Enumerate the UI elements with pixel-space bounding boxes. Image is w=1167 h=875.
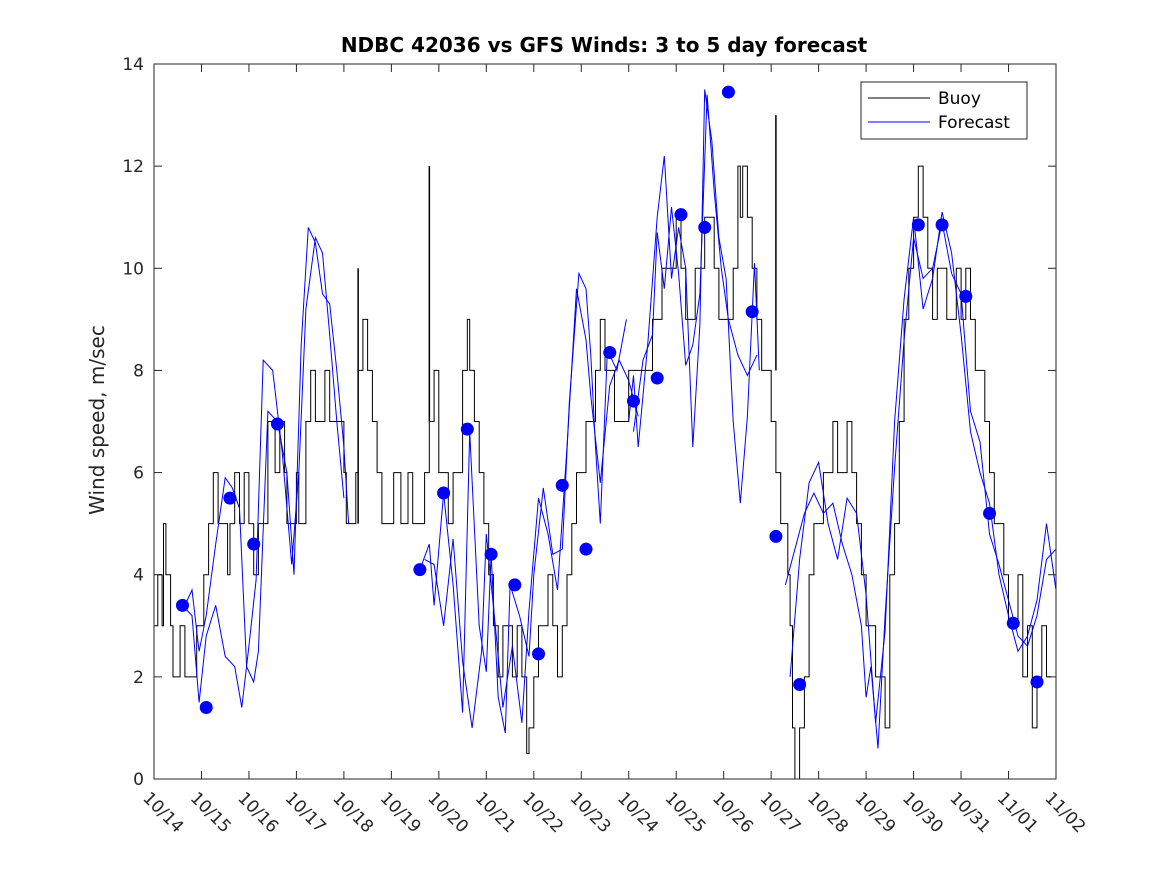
forecast-series-line — [419, 271, 627, 734]
forecast-point — [579, 542, 593, 556]
forecast-point — [484, 547, 498, 561]
plot-area — [154, 85, 1057, 780]
forecast-point — [1006, 616, 1020, 630]
forecast-point — [175, 598, 189, 612]
forecast-series-line — [628, 89, 760, 504]
x-tick-label: 10/14 — [138, 788, 187, 837]
forecast-point — [911, 218, 925, 232]
x-tick-label: 10/18 — [328, 788, 377, 837]
forecast-point — [437, 486, 451, 500]
x-tick-label: 10/22 — [518, 788, 567, 837]
forecast-point — [1030, 675, 1044, 689]
y-tick-label: 8 — [133, 361, 144, 381]
buoy-series-line — [154, 165, 1052, 780]
forecast-point — [603, 346, 617, 360]
forecast-series-line — [182, 235, 345, 708]
forecast-series-line — [789, 211, 1057, 723]
x-tick-label: 10/23 — [566, 788, 615, 837]
forecast-point — [674, 208, 688, 222]
forecast-point — [460, 422, 474, 436]
x-tick-label: 10/28 — [803, 788, 852, 837]
y-tick-labels: 0 2 4 6 8 10 12 14 — [122, 55, 144, 790]
legend-box — [860, 81, 1028, 140]
forecast-point — [555, 478, 569, 492]
forecast-point — [745, 305, 759, 319]
forecast-point — [935, 218, 949, 232]
x-tick-label: 10/15 — [186, 788, 235, 837]
chart-title: NDBC 42036 vs GFS Winds: 3 to 5 day fore… — [341, 33, 868, 57]
forecast-series-line — [633, 94, 758, 432]
x-tick-labels: 10/1410/1510/1610/1710/1810/1910/2010/21… — [138, 788, 1089, 837]
forecast-series-line — [784, 222, 1057, 749]
x-tick-label: 10/25 — [661, 788, 710, 837]
legend-buoy-label: Buoy — [938, 89, 981, 109]
forecast-point — [650, 371, 664, 385]
y-tick-label: 0 — [133, 770, 144, 790]
x-tick-label: 11/02 — [1040, 788, 1089, 837]
x-tick-label: 10/29 — [851, 788, 900, 837]
x-tick-label: 10/16 — [233, 788, 282, 837]
x-tick-label: 11/01 — [993, 788, 1042, 837]
x-tick-label: 10/31 — [946, 788, 995, 837]
x-tick-label: 10/26 — [708, 788, 757, 837]
forecast-series-line — [424, 288, 639, 728]
tick-marks — [153, 63, 1057, 780]
x-tick-label: 10/21 — [471, 788, 520, 837]
forecast-point — [247, 537, 261, 551]
forecast-point — [626, 394, 640, 408]
legend-forecast-label: Forecast — [938, 113, 1010, 133]
x-tick-label: 10/27 — [756, 788, 805, 837]
x-tick-label: 10/19 — [376, 788, 425, 837]
forecast-point — [769, 529, 783, 543]
x-tick-label: 10/17 — [281, 788, 330, 837]
y-tick-label: 4 — [133, 566, 144, 586]
x-tick-label: 10/20 — [423, 788, 472, 837]
forecast-point — [413, 563, 427, 577]
plot-frame — [153, 63, 1057, 780]
forecast-point — [199, 701, 213, 714]
forecast-series-line — [182, 227, 350, 684]
x-tick-label: 10/30 — [898, 788, 947, 837]
y-tick-label: 6 — [133, 464, 144, 484]
y-tick-label: 10 — [122, 259, 144, 279]
forecast-point — [508, 578, 522, 592]
y-tick-label: 14 — [122, 55, 144, 75]
forecast-point — [721, 85, 735, 99]
y-axis-label: Wind speed, m/sec — [85, 325, 109, 515]
y-tick-label: 12 — [122, 157, 144, 177]
y-tick-label: 2 — [133, 668, 144, 688]
forecast-point — [793, 678, 807, 692]
x-tick-label: 10/24 — [613, 788, 662, 837]
forecast-point — [270, 417, 284, 431]
forecast-point — [223, 491, 237, 505]
forecast-point — [983, 506, 997, 520]
forecast-point — [698, 220, 712, 234]
forecast-point — [532, 647, 546, 661]
legend: Buoy Forecast — [860, 81, 1028, 140]
forecast-point — [959, 289, 973, 303]
